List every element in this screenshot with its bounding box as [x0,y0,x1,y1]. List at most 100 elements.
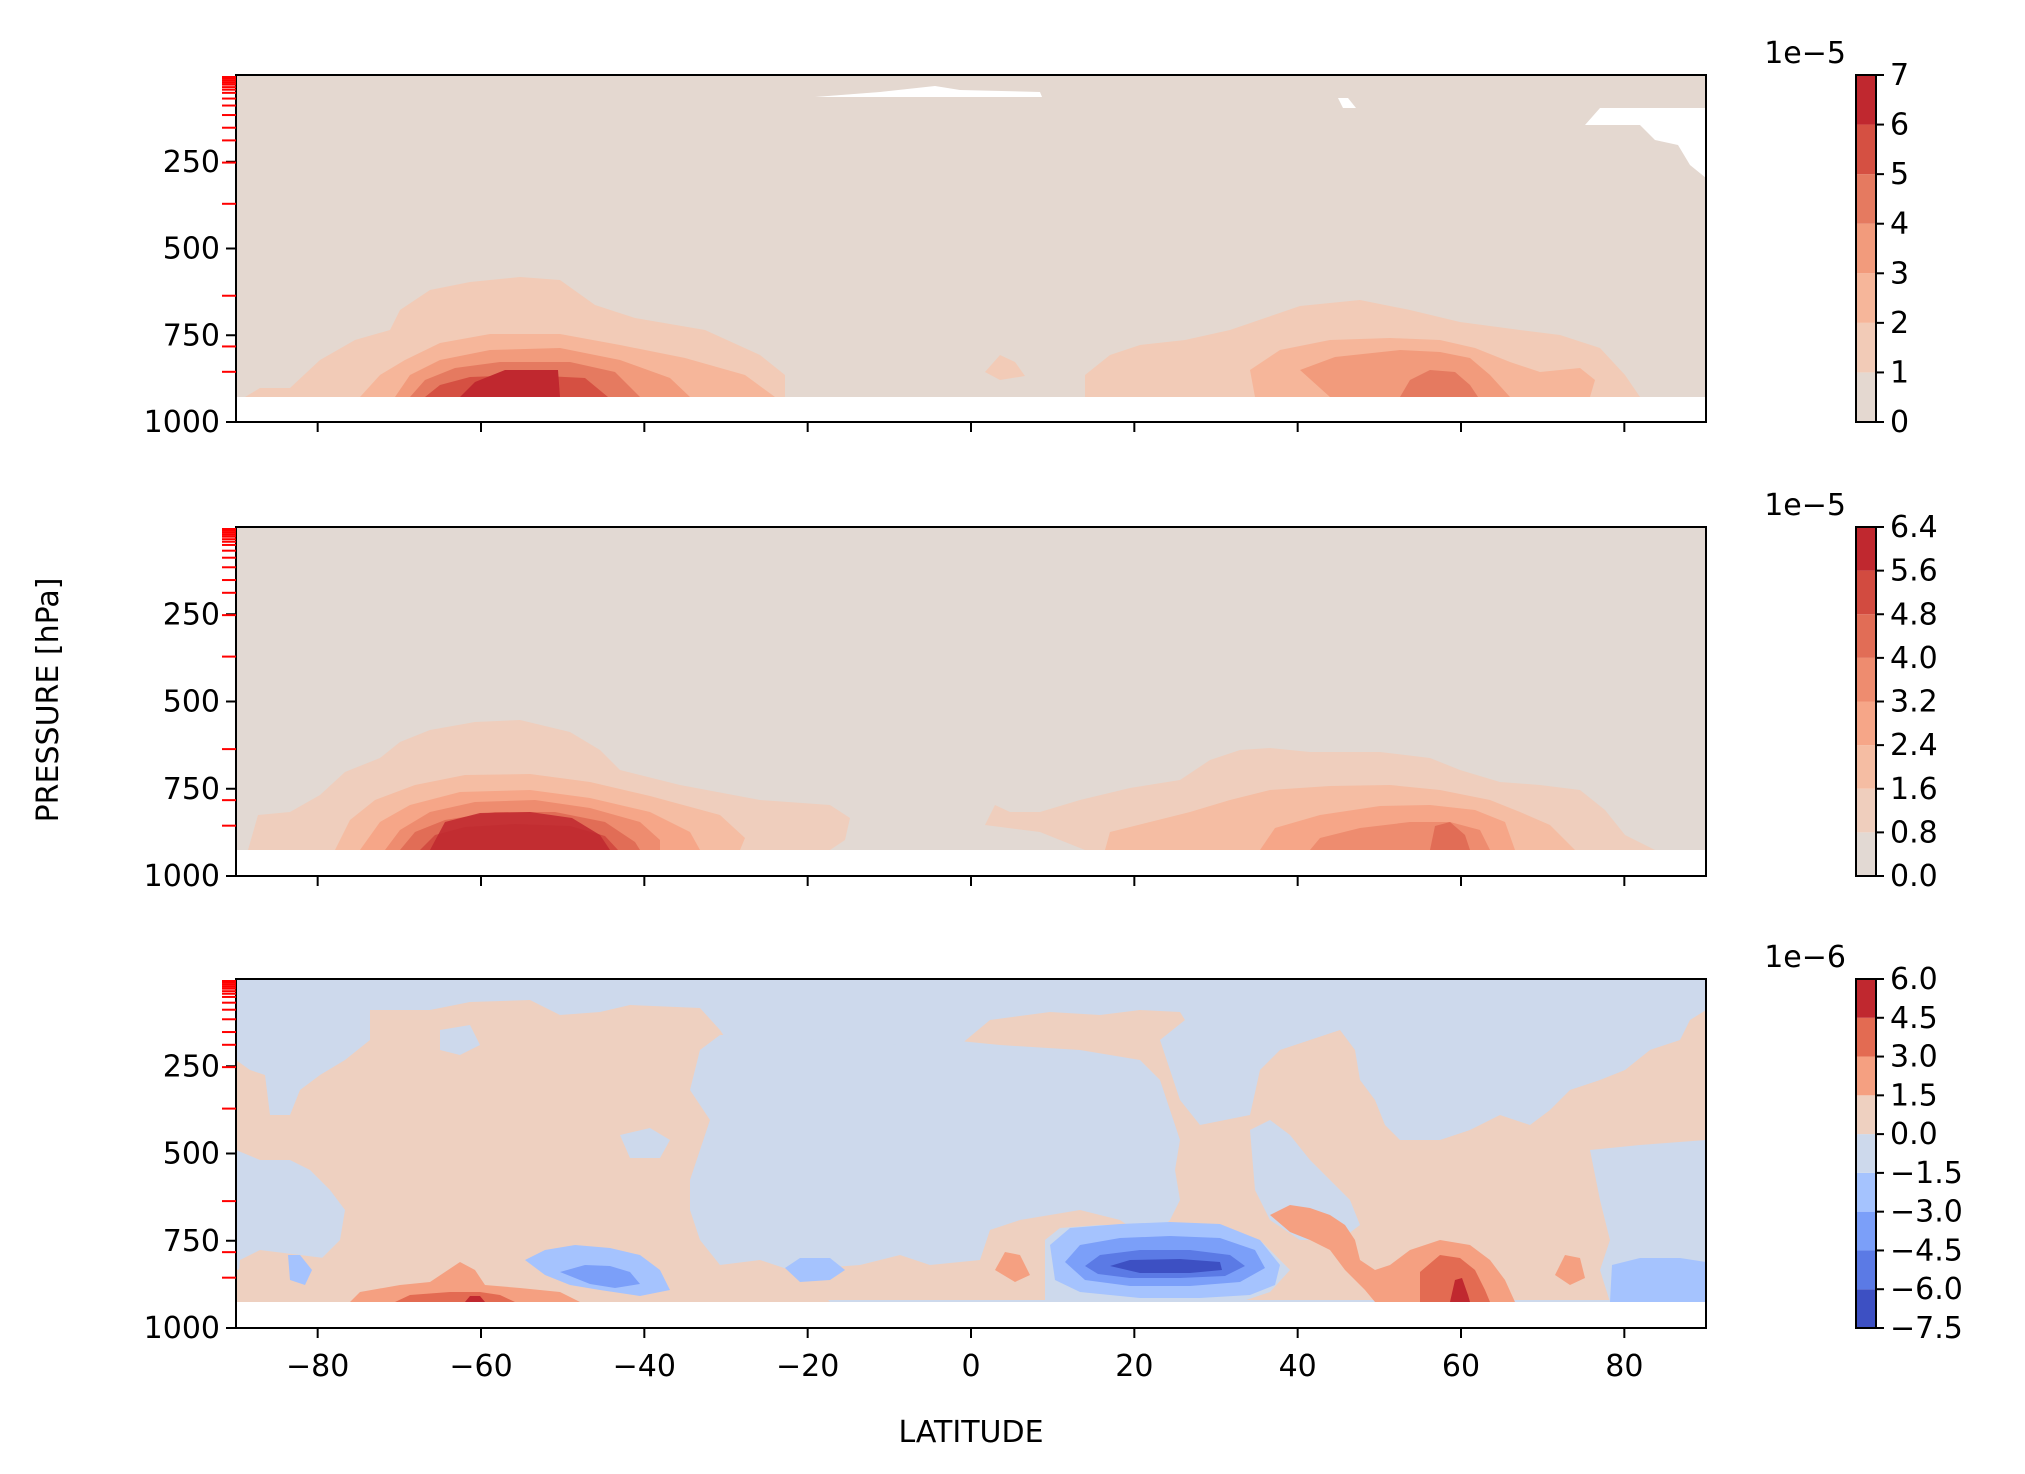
panel-bottom-contour-neg-level2 [288,1255,312,1285]
y-tick-label: 750 [163,1224,220,1259]
y-tick-label: 1000 [144,405,220,440]
panel-bottom-contour-neg-level5 [1110,1259,1222,1273]
panel-top-contour-nh-level4 [1400,370,1478,397]
panel-top: 250 500 750 1000 [144,74,1707,440]
panel-bottom-contour-pos-level4 [465,1296,485,1302]
colorbar-swatch [1856,979,1876,1018]
y-tick-label: 250 [163,597,220,632]
colorbar-tick-label: 3.2 [1890,685,1938,720]
panel-bottom-contour-pos-level2 [995,1252,1030,1282]
colorbar-tick-label: 3 [1890,256,1909,291]
panel-top-contour-eq [985,355,1025,380]
colorbar-tick-label: −4.5 [1890,1233,1963,1268]
x-tick-label: −40 [613,1349,676,1384]
panel-top-missing-patch [815,86,1042,97]
colorbar-tick-label: 1.5 [1890,1078,1938,1113]
panel-bottom-contour-pos-level3 [1420,1255,1490,1302]
panel-bottom-xaxis: −80 −60 −40 −20 0 20 40 60 80 [286,1328,1643,1384]
panel-bottom: 250 500 750 1000 −80 −60 −40 −20 0 20 40 60 80 [144,978,1707,1384]
colorbar-tick-label: 4 [1890,207,1909,242]
panel-bottom-model-level-marks [222,980,236,1279]
panel-bottom-negative-region [690,1035,1180,1270]
colorbar-tick-label: 1.6 [1890,772,1938,807]
colorbar-swatch [1856,1289,1876,1328]
y-tick-label: 750 [163,318,220,353]
panel-bottom-contour-pos-level3 [395,1292,515,1302]
y-tick-label: 500 [163,1137,220,1172]
y-tick-label: 250 [163,1049,220,1084]
panel-middle-contour-sh-level7 [430,812,610,850]
panel-middle-contours [236,527,1706,876]
colorbar-swatch [1856,745,1876,789]
panel-middle: 250 500 750 1000 [144,526,1707,894]
panel-middle-yaxis: 250 500 750 1000 [144,597,236,894]
panel-bottom-negative-region [440,1025,480,1055]
colorbar-swatch [1856,614,1876,658]
panel-middle-contour-nh-level5 [1430,822,1470,850]
colorbar-frame [1855,74,1877,423]
y-tick-label: 500 [163,232,220,267]
x-tick-label: 0 [961,1349,980,1384]
colorbar-tick-label: 2.4 [1890,728,1938,763]
panel-bottom-contour-neg-level3 [560,1265,640,1288]
panel-bottom-negative-region [236,1150,345,1270]
colorbar-swatch [1856,788,1876,833]
colorbar-swatch [1856,527,1876,571]
panel-middle-model-level-marks [222,528,236,827]
colorbar-tick-label: 4.0 [1890,641,1938,676]
panel-top-missing-patch [1585,108,1706,178]
colorbar-tick-label: −6.0 [1890,1272,1963,1307]
panel-middle-xaxis [316,876,1626,886]
colorbar-tick-label: 4.5 [1890,1001,1938,1036]
panel-bottom-contour-pos-level2 [350,1262,580,1302]
x-tick-label: −20 [776,1349,839,1384]
panel-bottom-contour-pos-level4 [1450,1278,1470,1302]
colorbar-swatch [1856,1211,1876,1251]
colorbar-tick-label: 0.8 [1890,815,1938,850]
y-tick-label: 750 [163,772,220,807]
panel-bottom-negative-region [620,1128,670,1158]
x-tick-label: 60 [1442,1349,1480,1384]
y-tick-label: 1000 [144,1311,220,1346]
colorbar-swatch [1856,75,1876,125]
colorbar-swatch [1856,1134,1876,1173]
colorbar-tick-label: 0.0 [1890,859,1938,894]
panel-bottom-contour-pos-level2 [1555,1255,1585,1285]
colorbar-tick-label: −7.5 [1890,1311,1963,1346]
colorbars: 0 1 2 3 4 5 6 7 1e−5 0.0 0.8 1.6 2.4 3.2 4.0 4.8 5.6 6.4 1… [1764,36,1963,1346]
panel-top-yaxis: 250 500 750 1000 [144,145,236,440]
colorbar-swatch [1856,1095,1876,1135]
colorbar-tick-label: −3.0 [1890,1195,1963,1230]
colorbar-tick-label: 3.0 [1890,1040,1938,1075]
colorbar-offset-label: 1e−5 [1764,36,1846,71]
panel-middle-bottom-missing-band [236,850,1706,876]
colorbar-swatch [1856,657,1876,702]
panel-top-missing-patch [1338,98,1356,108]
colorbar-swatch [1856,1056,1876,1096]
colorbar-tick-label: 6.0 [1890,962,1938,997]
y-axis-label: PRESSURE [hPa] [31,578,66,823]
y-tick-label: 500 [163,685,220,720]
y-tick-label: 250 [163,145,220,180]
panel-bottom-yaxis: 250 500 750 1000 [144,1049,236,1346]
colorbar-offset-label: 1e−5 [1764,488,1846,523]
colorbar-swatch [1856,273,1876,323]
x-tick-label: 20 [1115,1349,1153,1384]
colorbar-tick-label: 5 [1890,157,1909,192]
colorbar-swatch [1856,1250,1876,1290]
panel-bottom-bottom-missing-band [236,1302,1706,1328]
colorbar-tick-label: 6 [1890,108,1909,143]
colorbar-swatch [1856,570,1876,615]
y-tick-label: 1000 [144,859,220,894]
x-tick-label: −80 [286,1349,349,1384]
panel-top-contour-sh-level6 [460,370,560,397]
colorbar-tick-label: 0 [1890,405,1909,440]
panel-bottom-contour-neg-level2 [1610,1258,1706,1302]
colorbar-swatch [1856,832,1876,876]
colorbar-swatch [1856,322,1876,373]
colorbar-offset-label: 1e−6 [1764,940,1846,975]
panel-bottom-negative-region [1370,1030,1410,1080]
colorbar-tick-label: 5.6 [1890,554,1938,589]
colorbar-tick-label: 4.8 [1890,597,1938,632]
